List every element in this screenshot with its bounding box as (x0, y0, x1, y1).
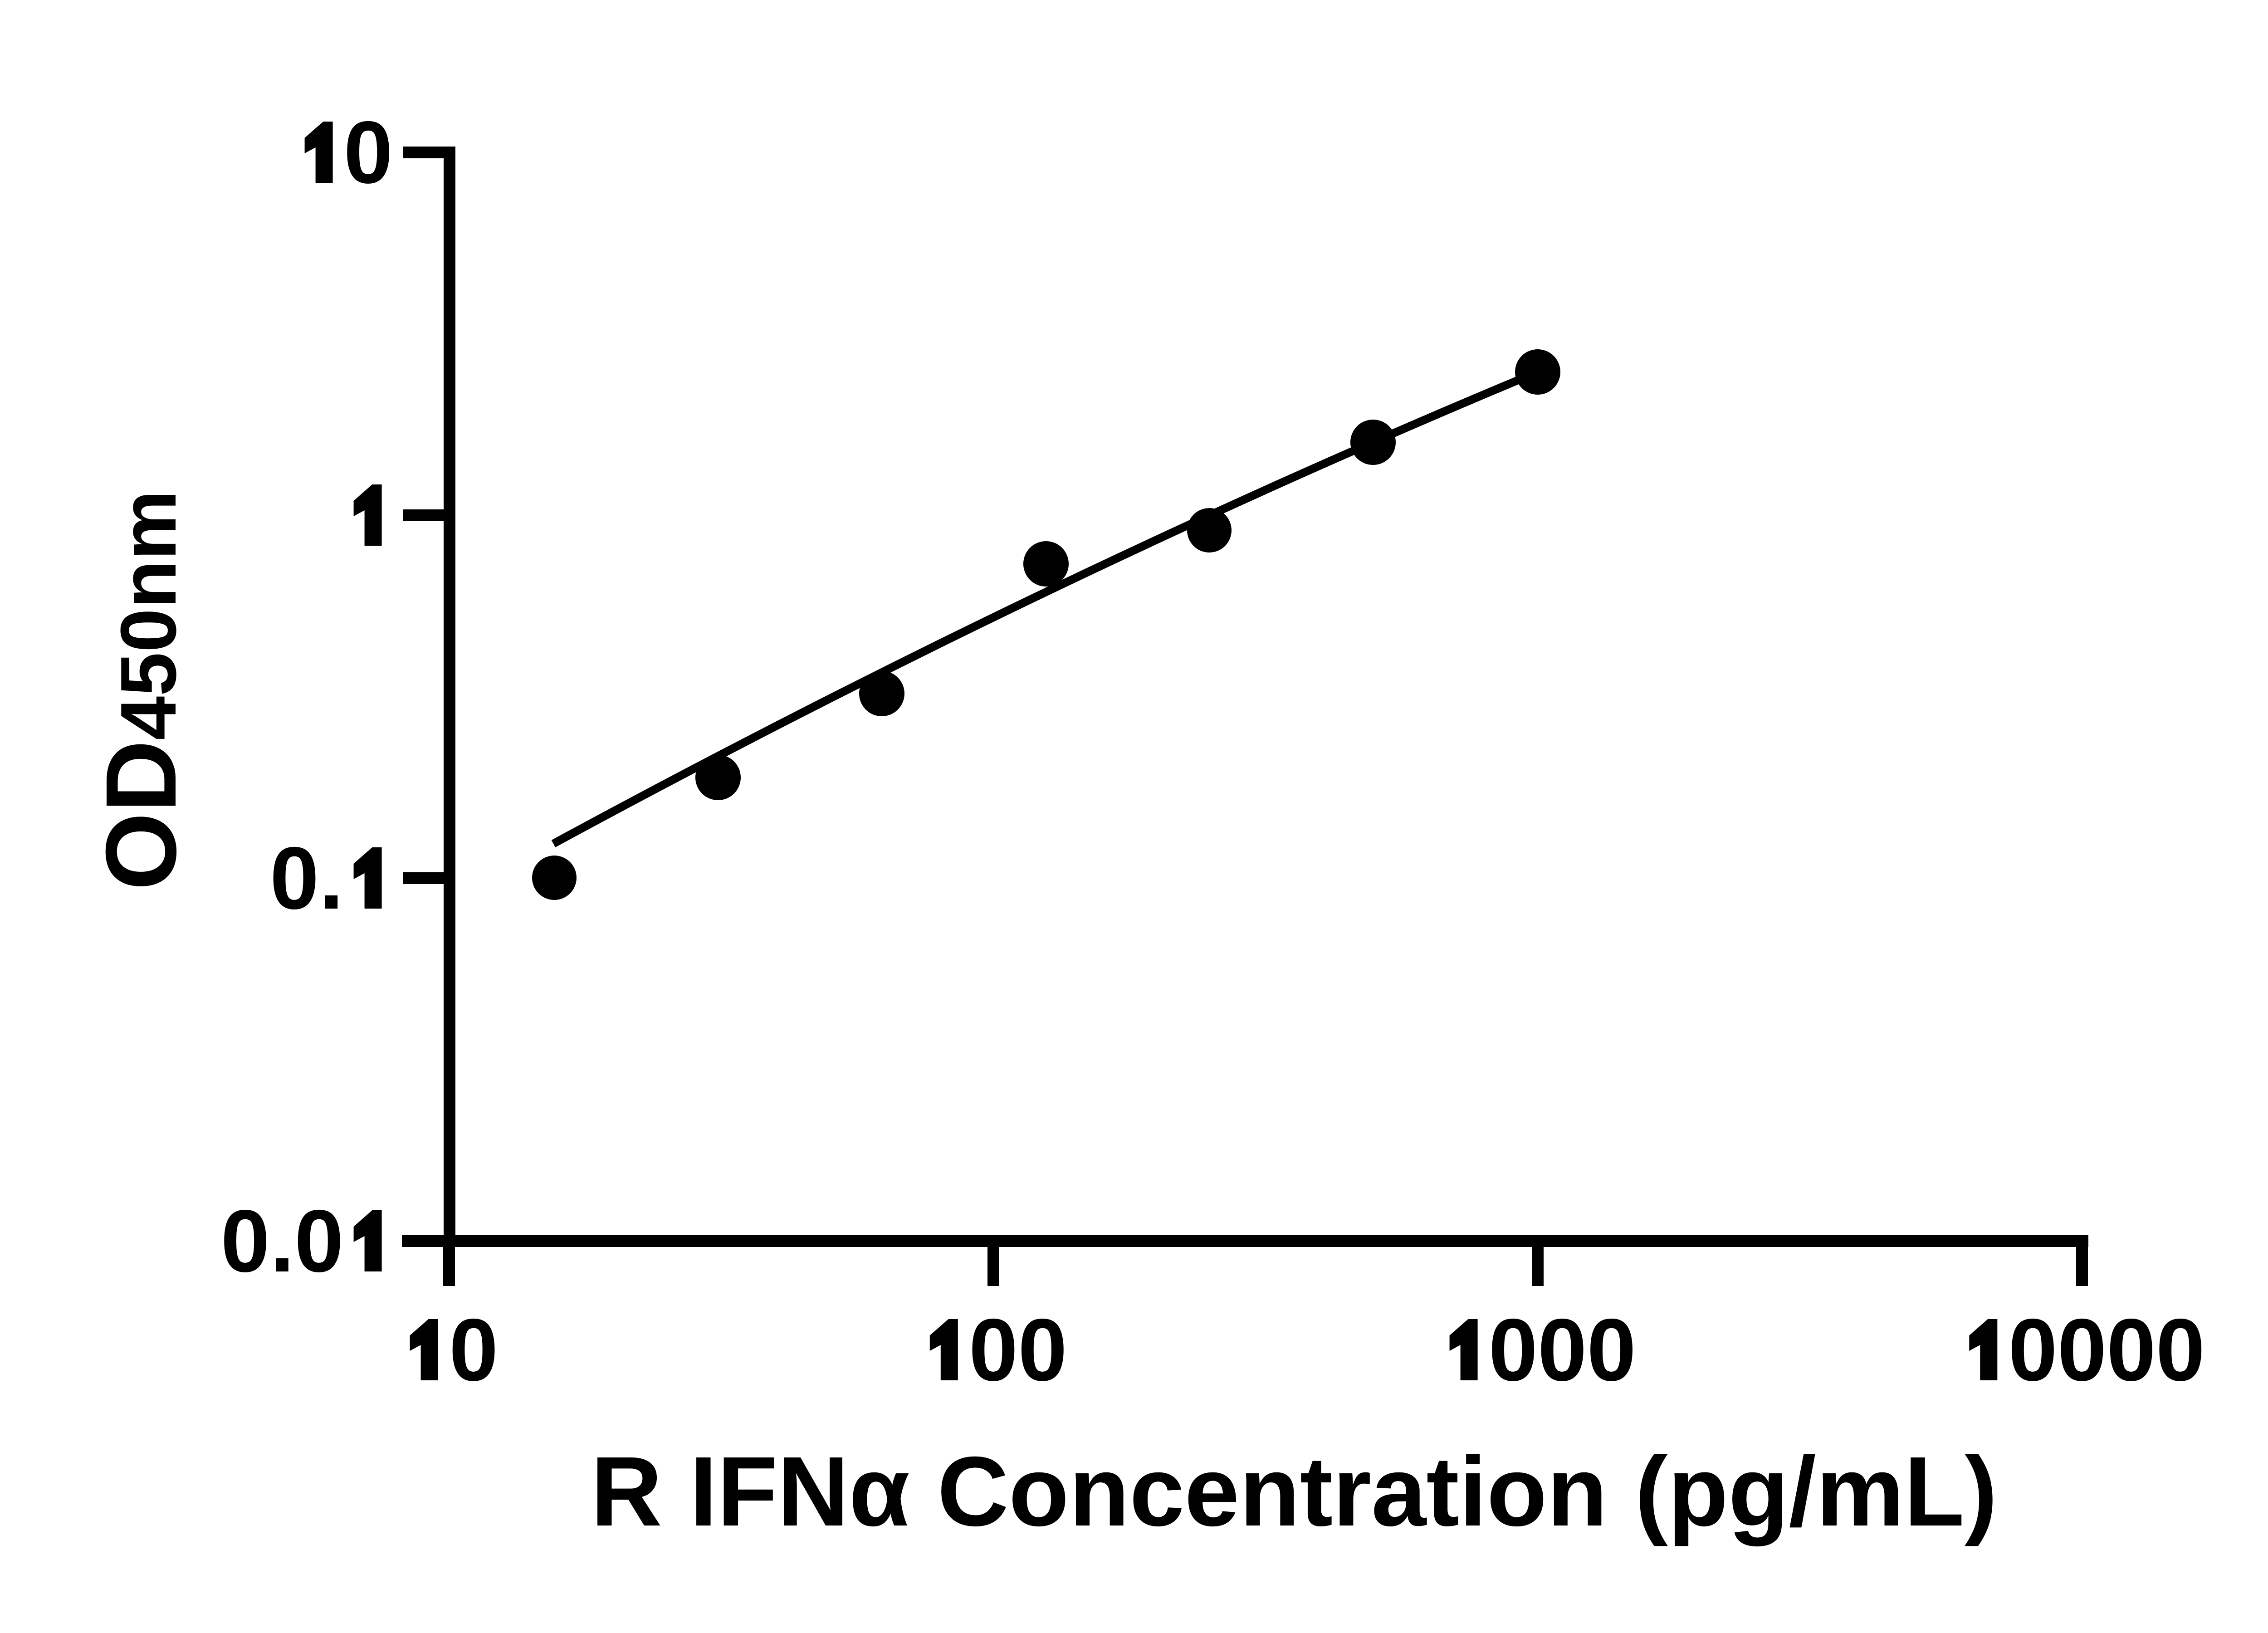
svg-text:0: 0 (449, 1301, 498, 1399)
svg-text:000: 000 (1489, 1301, 1636, 1399)
svg-text:OD450nm: OD450nm (85, 490, 197, 890)
svg-text:0.: 0. (270, 829, 344, 928)
svg-text:R IFNα Concentration (pg/mL): R IFNα Concentration (pg/mL) (591, 1437, 1998, 1547)
svg-text:00: 00 (969, 1301, 1067, 1399)
svg-text:0: 0 (344, 103, 393, 202)
svg-text:0.0: 0.0 (221, 1192, 344, 1291)
svg-text:0000: 0000 (2008, 1301, 2205, 1399)
